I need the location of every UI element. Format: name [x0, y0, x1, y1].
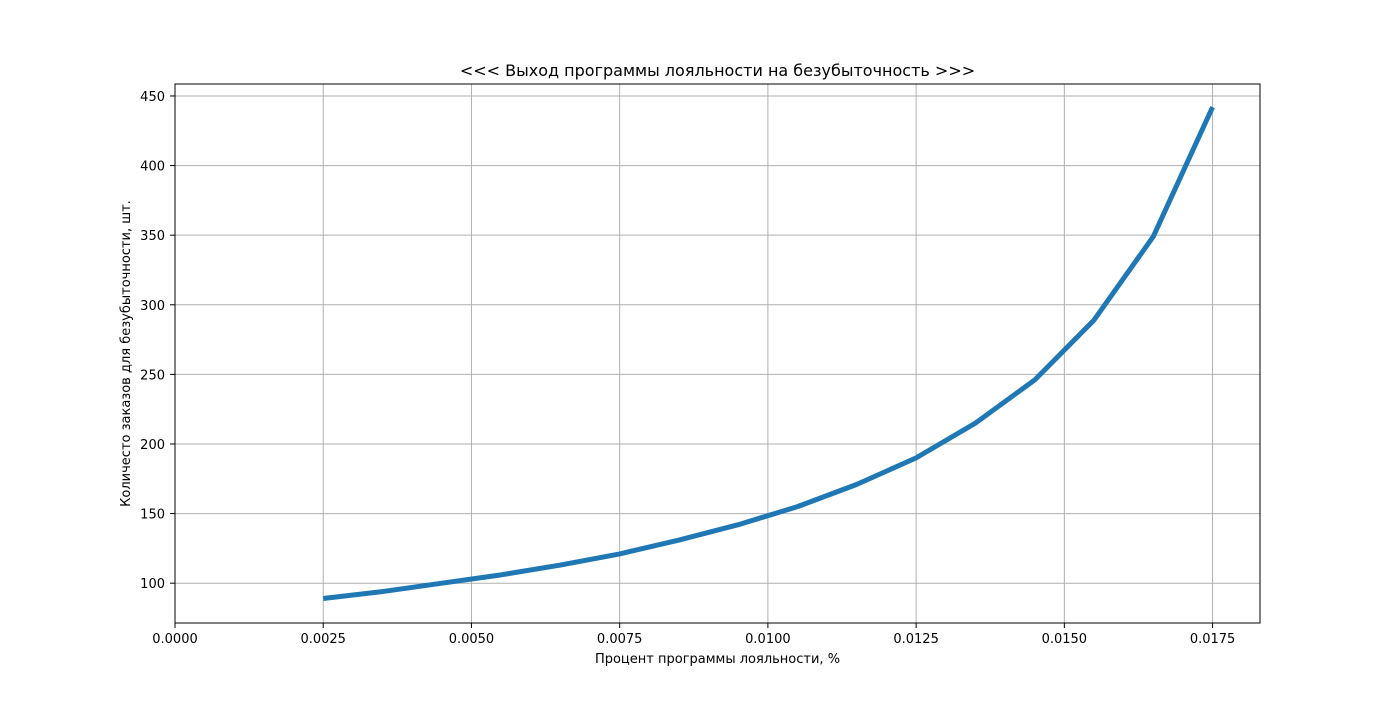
y-tick-label: 450 — [140, 90, 165, 105]
x-tick-label: 0.0125 — [893, 632, 939, 647]
x-axis-label: Процент программы лояльности, % — [595, 652, 840, 667]
x-tick-label: 0.0050 — [449, 632, 495, 647]
y-tick-label: 250 — [140, 368, 165, 383]
y-tick-label: 150 — [140, 508, 165, 523]
series-layer — [322, 106, 1215, 601]
y-axis-label: Количесто заказов для безубыточности, шт… — [119, 200, 134, 507]
x-tick-label: 0.0175 — [1190, 632, 1236, 647]
y-axis-ticks: 100 150 200 250 300 350 400 450 — [140, 90, 175, 592]
x-tick-label: 0.0025 — [300, 632, 346, 647]
chart-title: <<< Выход программы лояльности на безубы… — [460, 61, 975, 80]
x-tick-label: 0.0100 — [745, 632, 791, 647]
plot-frame — [174, 83, 1261, 624]
x-tick-label: 0.0075 — [597, 632, 643, 647]
x-axis-ticks: 0.0000 0.0025 0.0050 0.0075 0.0100 0.0125 0.01… — [152, 623, 1235, 647]
x-tick-label: 0.0150 — [1042, 632, 1088, 647]
grid — [174, 84, 1260, 623]
y-tick-label: 100 — [140, 577, 165, 592]
y-tick-label: 200 — [140, 438, 165, 453]
y-tick-label: 300 — [140, 299, 165, 314]
series-line — [322, 106, 1215, 601]
x-tick-label: 0.0000 — [152, 632, 198, 647]
y-tick-label: 350 — [140, 229, 165, 244]
y-tick-label: 400 — [140, 160, 165, 175]
